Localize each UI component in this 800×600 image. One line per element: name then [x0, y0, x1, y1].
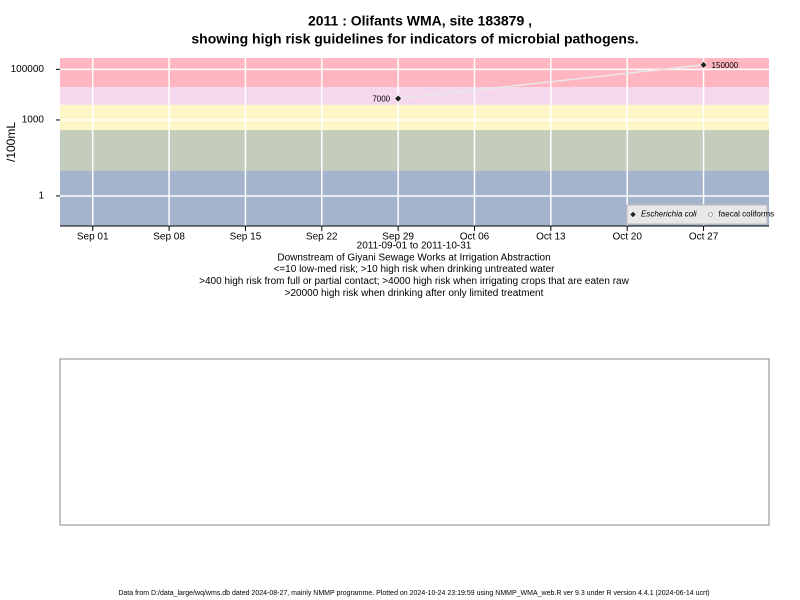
x-tick-label: Oct 27: [689, 232, 719, 243]
risk-band: [60, 104, 769, 131]
x-axis-label: 2011-09-01 to 2011-10-31: [357, 241, 472, 252]
chart-title: 2011 : Olifants WMA, site 183879 ,: [308, 13, 532, 29]
empty-panel: [59, 358, 770, 526]
legend-label: Escherichia coli: [641, 210, 697, 219]
footer: Data from D:/data_large/wq/wms.db dated …: [118, 590, 709, 597]
legend-marker: [707, 211, 714, 218]
risk-band: [60, 87, 769, 105]
chart-subtitle: showing high risk guidelines for indicat…: [191, 31, 638, 47]
x-axis-label: >20000 high risk when drinking after onl…: [285, 288, 544, 299]
y-axis-label: /100mL: [4, 122, 18, 162]
legend-box: [626, 204, 768, 225]
x-tick-label: Sep 29: [382, 232, 414, 243]
risk-band: [60, 58, 769, 88]
x-axis-label: Downstream of Giyani Sewage Works at Irr…: [277, 252, 550, 263]
x-tick-label: Sep 08: [153, 232, 185, 243]
y-tick-label: 1: [38, 191, 44, 202]
legend-marker: [630, 211, 636, 218]
legend-label: faecal coliforms: [719, 210, 775, 219]
data-label: 7000: [372, 95, 390, 104]
x-axis-label: <=10 low-med risk; >10 high risk when dr…: [274, 264, 556, 275]
data-label: 150000: [712, 61, 739, 70]
y-tick-label: 1000: [22, 115, 45, 126]
x-tick-label: Sep 01: [77, 232, 109, 243]
data-point: [699, 60, 708, 69]
x-tick-label: Oct 20: [612, 232, 642, 243]
x-tick-label: Sep 15: [230, 232, 262, 243]
x-tick-label: Oct 06: [460, 232, 490, 243]
data-point: [394, 94, 403, 103]
risk-band: [60, 130, 769, 171]
series-line: [398, 64, 704, 100]
y-tick-label: 100000: [11, 64, 45, 75]
x-tick-label: Oct 13: [536, 232, 566, 243]
x-axis-label: >400 high risk from full or partial cont…: [199, 276, 629, 287]
x-tick-label: Sep 22: [306, 232, 338, 243]
